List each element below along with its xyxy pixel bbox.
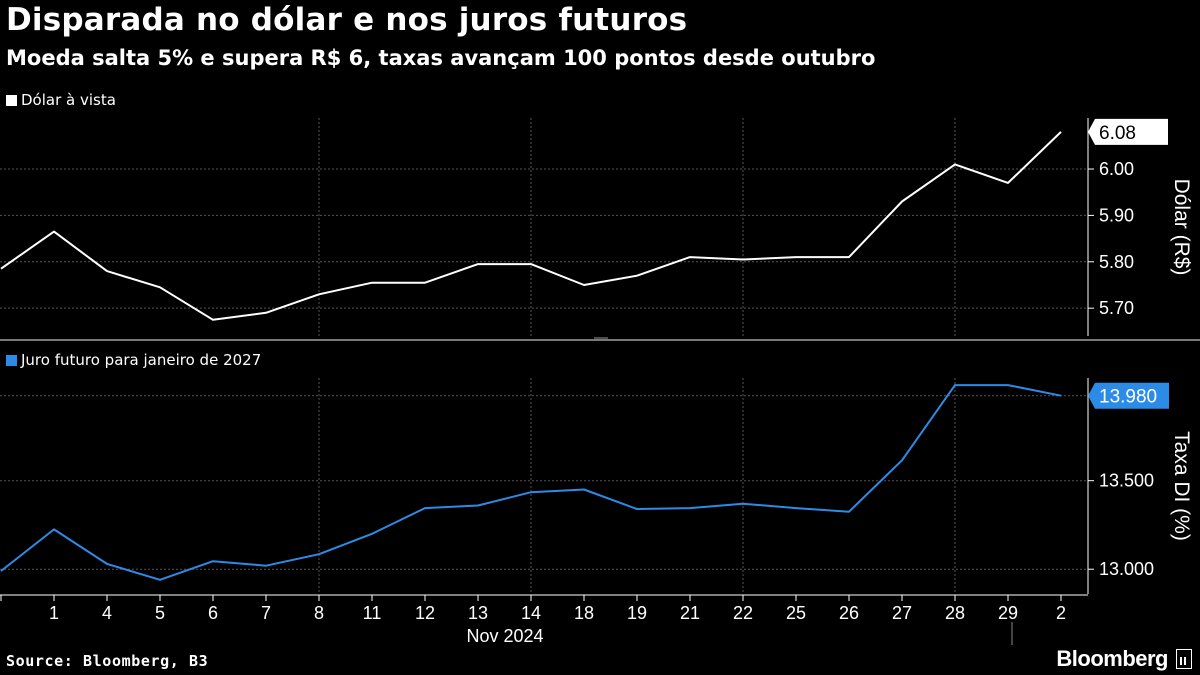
x-month-label: Nov 2024 [466,626,543,646]
x-tick-label: 13 [468,603,488,623]
x-tick-label: 7 [261,603,271,623]
legend-di-swatch [6,354,17,366]
x-tick-label: 21 [680,603,700,623]
x-tick-label: 26 [839,603,859,623]
terminal-icon [1176,649,1192,669]
usd-last-value-label: 6.08 [1099,123,1136,144]
usd-last-value-box [1088,118,1168,145]
di-y-axis-label: Taxa DI (%) [1170,431,1193,541]
usd-y-axis-label: Dólar (R$) [1170,179,1193,276]
x-tick-label: 29 [998,603,1018,623]
legend-usd-swatch [6,94,17,106]
x-tick-label: 5 [155,603,165,623]
x-tick-label: 19 [627,603,647,623]
legend-usd: Dólar à vista [6,91,116,109]
usd-series-line [0,131,1062,321]
usd-ytick-label: 6.00 [1099,159,1134,179]
usd-ytick-label: 5.80 [1099,252,1134,272]
legend-di-label: Juro futuro para janeiro de 2027 [21,351,262,369]
x-tick-label: 2 [1056,603,1066,623]
x-tick-label: 18 [574,603,594,623]
bloomberg-logo: Bloomberg [1056,646,1192,672]
x-tick-label: 12 [415,603,435,623]
chart-title: Disparada no dólar e nos juros futuros [6,2,688,38]
usd-ytick-label: 5.90 [1099,205,1134,225]
x-tick-label: 4 [102,603,112,623]
x-tick-label: 6 [208,603,218,623]
x-tick-label: 28 [945,603,965,623]
di-ytick-label: 13.500 [1099,471,1154,491]
x-tick-label: 11 [363,603,382,623]
x-tick-label: 25 [786,603,806,623]
di-ytick-label: 13.000 [1099,559,1154,579]
x-tick-label: 8 [314,603,324,623]
di-last-value-label: 13.980 [1099,387,1157,408]
brand-label: Bloomberg [1056,646,1168,671]
di-series-line [0,384,1062,581]
usd-ytick-label: 5.70 [1099,298,1134,318]
x-tick-label: 27 [892,603,912,623]
legend-di: Juro futuro para janeiro de 2027 [6,351,261,369]
di-last-value-box [1088,382,1169,409]
source-note: Source: Bloomberg, B3 [6,652,209,670]
x-tick-label: 14 [521,603,541,623]
chart-subtitle: Moeda salta 5% e supera R$ 6, taxas avan… [6,46,876,70]
legend-usd-label: Dólar à vista [21,91,116,109]
x-tick-label: 1 [49,603,59,623]
x-tick-label: 22 [733,603,753,623]
